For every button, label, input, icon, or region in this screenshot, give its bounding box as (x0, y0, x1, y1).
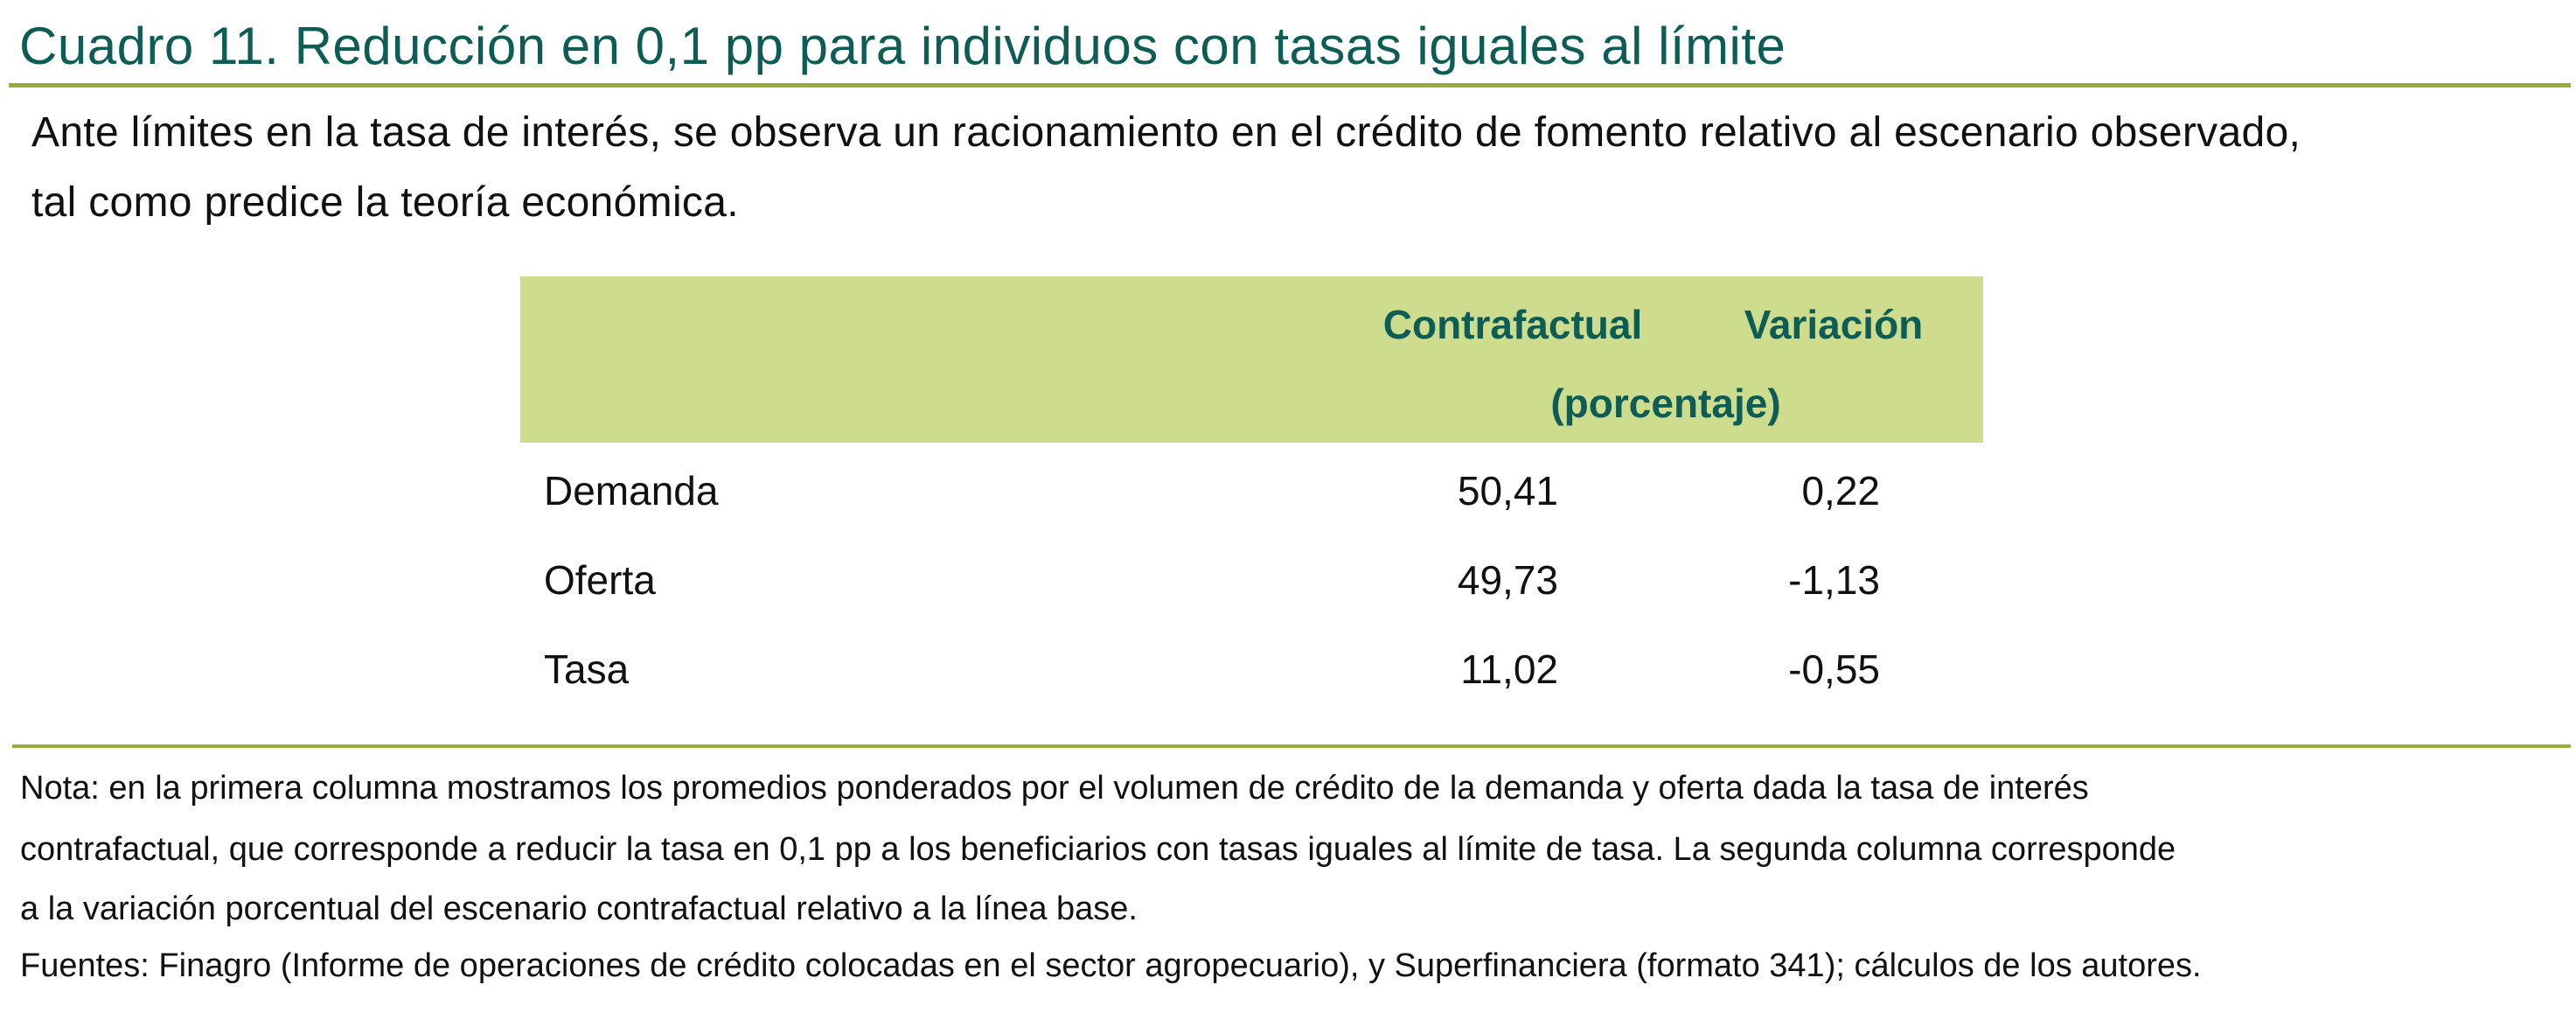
note-line-1: Nota: en la primera columna mostramos lo… (20, 770, 2089, 807)
table-bottom-divider (12, 744, 2571, 748)
row-label: Demanda (544, 468, 719, 513)
row-label: Oferta (544, 557, 656, 603)
header-unit: (porcentaje) (1550, 381, 1781, 426)
header-contrafactual: Contrafactual (1382, 302, 1643, 347)
variacion-value: -0,55 (1788, 646, 1880, 692)
contrafactual-value: 11,02 (1460, 646, 1558, 692)
table-row: Oferta 49,73 -1,13 (0, 556, 2576, 626)
variacion-value: -1,13 (1788, 557, 1880, 603)
sources-line: Fuentes: Finagro (Informe de operaciones… (20, 947, 2202, 984)
note-line-3: a la variación porcentual del escenario … (20, 891, 1138, 927)
header-variacion: Variación (1744, 302, 1924, 347)
row-label: Tasa (544, 646, 630, 692)
note-line-2: contrafactual, que corresponde a reducir… (20, 831, 2176, 868)
contrafactual-value: 49,73 (1457, 557, 1558, 603)
intro-line-2: tal como predice la teoría económica. (31, 179, 739, 226)
table-row: Tasa 11,02 -0,55 (0, 646, 2576, 716)
title-divider (9, 83, 2571, 87)
table-row: Demanda 50,41 0,22 (0, 467, 2576, 537)
contrafactual-value: 50,41 (1457, 468, 1558, 513)
variacion-value: 0,22 (1801, 468, 1880, 513)
table-header: Contrafactual Variación (porcentaje) (520, 276, 1983, 443)
table-title: Cuadro 11. Reducción en 0,1 pp para indi… (19, 17, 1786, 75)
intro-line-1: Ante límites en la tasa de interés, se o… (31, 109, 2301, 156)
